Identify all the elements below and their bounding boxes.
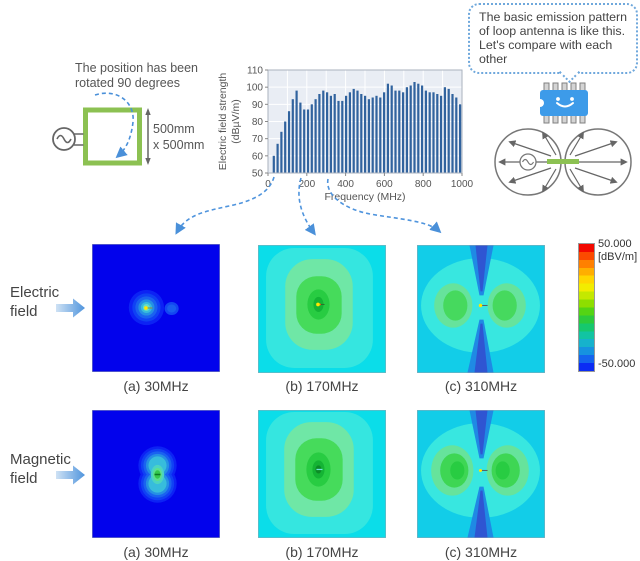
field-plot-magnetic-170mhz [258, 410, 386, 538]
dimension-arrow [145, 108, 151, 165]
chip-body [540, 90, 588, 116]
svg-text:100: 100 [246, 83, 263, 94]
field-plot-magnetic-30mhz [92, 410, 220, 538]
antenna-note: The position has been rotated 90 degrees [75, 61, 199, 90]
svg-text:(dBµV/m): (dBµV/m) [230, 99, 242, 144]
svg-text:400: 400 [337, 179, 354, 190]
rotation-arrow-icon [94, 92, 134, 159]
svg-text:0: 0 [265, 179, 271, 190]
caption-electric-170mhz: (b) 170MHz [285, 378, 359, 394]
caption-magnetic-30mhz: (a) 30MHz [123, 544, 189, 560]
radiation-arrows [498, 131, 628, 193]
loop-antenna-square [83, 107, 142, 166]
svg-text:90: 90 [252, 100, 264, 111]
field-plot-magnetic-310mhz [417, 410, 545, 538]
colorbar-min-label: -50.000 [598, 358, 636, 370]
svg-text:80: 80 [252, 117, 264, 128]
caption-electric-30mhz: (a) 30MHz [123, 378, 189, 394]
bubble-line: of loop antenna is like this. [479, 24, 626, 39]
svg-text:60: 60 [252, 151, 264, 162]
connector-arrow-170mhz [298, 177, 316, 236]
field-row-label-electric: Electric field [10, 284, 60, 320]
svg-text:70: 70 [252, 134, 264, 145]
svg-text:200: 200 [298, 179, 315, 190]
antenna-diagram [52, 92, 151, 166]
svg-text:110: 110 [247, 66, 263, 77]
field-row-label-magnetic: Magnetic field [10, 451, 71, 487]
colorbar-unit-label: [dBV/m] [598, 251, 638, 263]
speech-bubble: The basic emission pattern of loop anten… [468, 3, 639, 84]
field-plot-electric-170mhz [258, 245, 386, 373]
bubble-line: other [479, 52, 508, 67]
connector-arrow-310mhz [326, 178, 442, 234]
bubble-line: Let's compare with each [479, 38, 613, 53]
radiation-pattern [494, 128, 632, 196]
chip-pins [543, 82, 586, 124]
svg-text:800: 800 [415, 179, 432, 190]
antenna-element-bar [547, 159, 579, 164]
svg-text:600: 600 [376, 179, 393, 190]
svg-text:50: 50 [252, 169, 264, 180]
svg-text:Electric field strength: Electric field strength [217, 73, 229, 171]
svg-text:Frequency (MHz): Frequency (MHz) [324, 191, 405, 203]
field-arrow-icon [56, 298, 85, 318]
field-plot-electric-30mhz [92, 244, 220, 372]
chip-notch [539, 99, 544, 107]
bubble-line: The basic emission pattern [479, 10, 628, 24]
connector-arrow-30mhz [175, 176, 275, 235]
colorbar [578, 243, 595, 372]
ac-source-icon [52, 127, 76, 151]
chart-connector-arrows [175, 176, 442, 236]
chip-icon [539, 82, 588, 124]
ac-source-icon [519, 153, 537, 171]
caption-electric-310mhz: (c) 310MHz [444, 378, 518, 394]
emission-chart: 50 60 70 80 90 100 110 0 200 400 600 800 1000 Frequen… [217, 66, 474, 204]
antenna-size-label: 500mm x 500mm [153, 122, 205, 152]
svg-text:1000: 1000 [451, 179, 474, 190]
caption-magnetic-310mhz: (c) 310MHz [444, 544, 518, 560]
field-arrow-icon [56, 465, 85, 485]
caption-magnetic-170mhz: (b) 170MHz [285, 544, 359, 560]
field-plot-electric-310mhz [417, 245, 545, 373]
colorbar-max-label: 50.000 [598, 238, 632, 250]
chip-smiley-face [556, 97, 574, 108]
